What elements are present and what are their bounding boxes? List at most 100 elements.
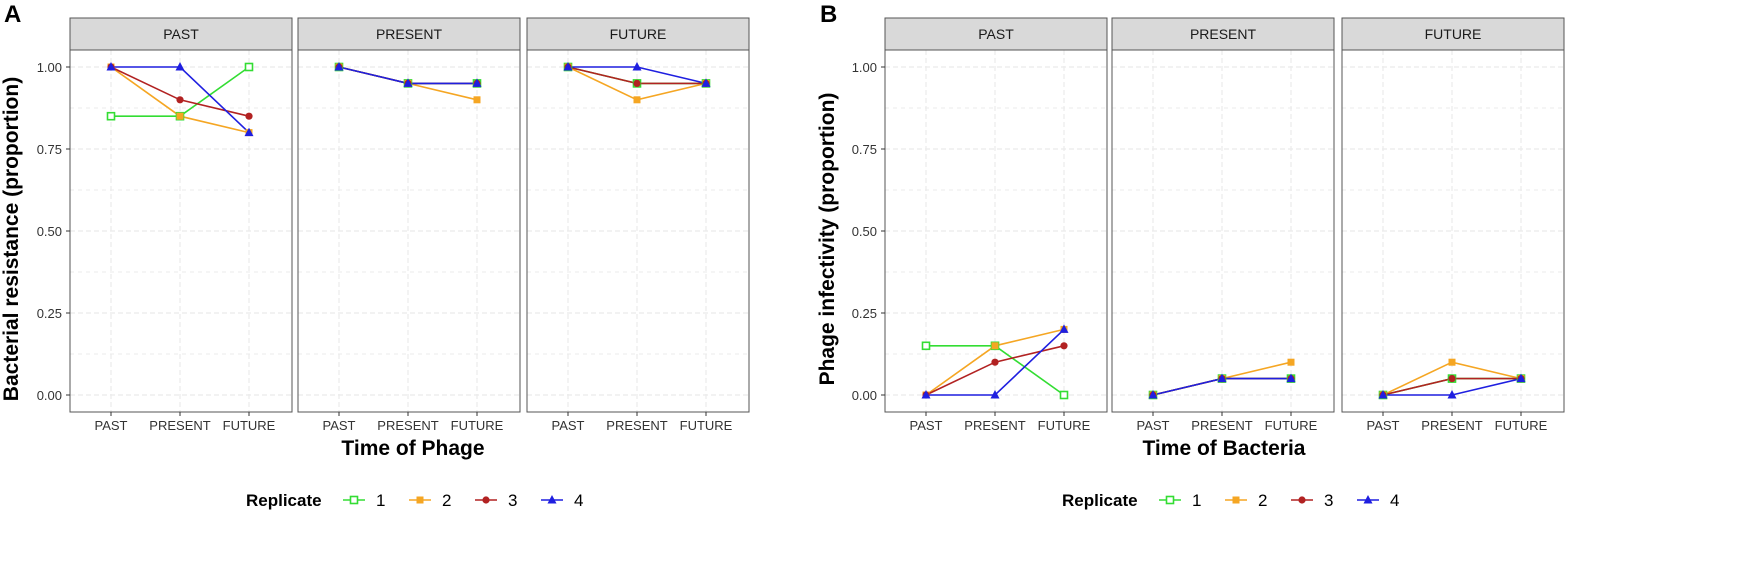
x-tick-label: FUTURE: [680, 418, 733, 433]
facet-strip-label: FUTURE: [610, 26, 667, 42]
data-point-replicate-4: [701, 78, 711, 87]
y-tick-label: 0.75: [37, 142, 62, 157]
legend: Replicate 1 2 3 4: [1062, 491, 1399, 510]
y-tick-label: 0.75: [852, 142, 877, 157]
data-point-replicate-4: [244, 127, 254, 137]
data-point-replicate-4: [1217, 373, 1227, 383]
facet-future: FUTURE PAST PRESENT FUTURE: [526, 17, 750, 433]
legend-label-1: 1: [1192, 491, 1201, 510]
legend-label-4: 4: [574, 491, 583, 510]
x-tick-label: FUTURE: [1495, 418, 1548, 433]
y-tick-label: 0.50: [852, 224, 877, 239]
facet-strip-label: PAST: [978, 26, 1014, 42]
facet-past: PAST PAST PRESENT FUTURE: [884, 17, 1108, 433]
legend-key-marker-3: [482, 496, 490, 504]
data-point-replicate-4: [1447, 390, 1457, 399]
facet-strip-label: FUTURE: [1425, 26, 1482, 42]
x-tick-label: PRESENT: [964, 418, 1025, 433]
facet-present: PRESENT PAST PRESENT FUTURE: [1111, 17, 1335, 433]
facet-strip: [1111, 17, 1335, 51]
data-point-replicate-1: [921, 341, 931, 351]
plot-border: [1111, 49, 1335, 413]
data-point-replicate-2: [1287, 358, 1295, 366]
data-point-replicate-4: [403, 78, 413, 87]
legend-label-1: 1: [376, 491, 385, 510]
data-point-replicate-3: [1448, 375, 1456, 383]
legend-label-2: 2: [442, 491, 451, 510]
plot-border: [1341, 49, 1565, 413]
y-tick-label: 0.25: [852, 306, 877, 321]
legend-title: Replicate: [1062, 491, 1138, 510]
facet-strip: [884, 17, 1108, 51]
data-point-replicate-4: [1148, 390, 1158, 399]
x-tick-label: PAST: [910, 418, 943, 433]
facet-strip-label: PRESENT: [1190, 26, 1257, 42]
y-tick-label: 0.50: [37, 224, 62, 239]
y-tick-label: 0.00: [852, 388, 877, 403]
data-point-replicate-3: [1060, 342, 1068, 350]
x-tick-label: PAST: [323, 418, 356, 433]
legend-key-marker-4: [547, 495, 557, 504]
legend-label-4: 4: [1390, 491, 1399, 510]
data-point-replicate-2: [633, 96, 641, 104]
x-tick-label: PAST: [1367, 418, 1400, 433]
legend-title: Replicate: [246, 491, 322, 510]
facet-strip: [1341, 17, 1565, 51]
data-point-replicate-2: [1448, 358, 1456, 366]
y-tick-label: 1.00: [852, 60, 877, 75]
data-point-replicate-4: [1378, 390, 1388, 399]
data-point-replicate-2: [176, 112, 184, 120]
x-tick-label: PRESENT: [149, 418, 210, 433]
data-point-replicate-4: [106, 62, 116, 71]
legend-label-3: 3: [1324, 491, 1333, 510]
y-axis-title: Phage infectivity (proportion): [816, 93, 839, 386]
facet-strip: [526, 17, 750, 51]
x-tick-label: FUTURE: [451, 418, 504, 433]
facet-past: PAST PAST PRESENT FUTURE: [69, 17, 293, 433]
data-point-replicate-1: [244, 62, 254, 72]
data-point-replicate-4: [175, 62, 185, 71]
facet-future: FUTURE PAST PRESENT FUTURE: [1341, 17, 1565, 433]
data-point-replicate-2: [991, 342, 999, 350]
y-axis-title: Bacterial resistance (proportion): [0, 77, 23, 401]
data-point-replicate-3: [245, 112, 253, 120]
legend-key-marker-2: [1232, 496, 1240, 504]
chart-panel-b: B PAST PAST PRESENT FUTURE PRESENT PAST PRESENT…: [816, 1, 1565, 510]
x-axis-title: Time of Bacteria: [1142, 437, 1305, 460]
data-point-replicate-4: [632, 62, 642, 71]
facet-strip-label: PRESENT: [376, 26, 443, 42]
panel-letter: B: [820, 1, 837, 28]
x-tick-label: PRESENT: [606, 418, 667, 433]
x-tick-label: FUTURE: [1038, 418, 1091, 433]
data-point-replicate-4: [1059, 324, 1069, 333]
data-point-replicate-4: [921, 390, 931, 399]
facet-strip: [69, 17, 293, 51]
data-point-replicate-4: [472, 78, 482, 87]
legend-label-2: 2: [1258, 491, 1267, 510]
y-tick-label: 1.00: [37, 60, 62, 75]
plot-border: [526, 49, 750, 413]
y-tick-label: 0.25: [37, 306, 62, 321]
data-point-replicate-3: [176, 96, 184, 104]
data-point-replicate-2: [473, 96, 481, 104]
legend-key-marker-3: [1298, 496, 1306, 504]
x-axis-title: Time of Phage: [341, 437, 484, 460]
data-point-replicate-4: [990, 390, 1000, 399]
facet-present: PRESENT PAST PRESENT FUTURE: [297, 17, 521, 433]
data-point-replicate-4: [1286, 373, 1296, 383]
legend-key-marker-2: [416, 496, 424, 504]
data-point-replicate-3: [633, 79, 641, 87]
x-tick-label: FUTURE: [223, 418, 276, 433]
legend-key-marker-1: [1165, 495, 1175, 505]
legend-key-marker-4: [1363, 495, 1373, 504]
plot-border: [297, 49, 521, 413]
data-point-replicate-4: [1516, 373, 1526, 383]
x-tick-label: PAST: [1137, 418, 1170, 433]
y-tick-label: 0.00: [37, 388, 62, 403]
data-point-replicate-1: [1059, 390, 1069, 400]
x-tick-label: PAST: [95, 418, 128, 433]
data-point-replicate-3: [991, 358, 999, 366]
x-tick-label: PRESENT: [1421, 418, 1482, 433]
